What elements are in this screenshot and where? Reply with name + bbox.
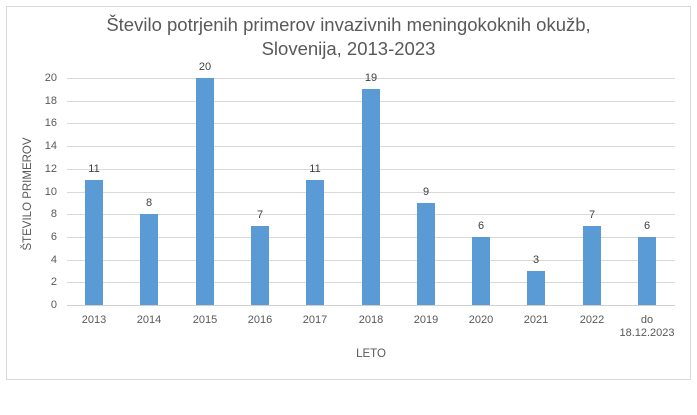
y-tick-label: 10 <box>44 186 57 198</box>
bar <box>638 237 656 305</box>
data-label: 11 <box>309 163 321 175</box>
x-tick-label: 2019 <box>391 314 461 327</box>
x-tick-label-line: 2020 <box>468 314 494 326</box>
x-tick-label-line: 2016 <box>247 314 273 326</box>
y-tick-label: 12 <box>44 163 57 175</box>
data-label: 8 <box>145 197 153 209</box>
y-tick-label: 6 <box>50 231 57 243</box>
gridline <box>67 78 675 79</box>
data-label: 7 <box>256 209 264 221</box>
x-tick-label-line: 2014 <box>136 314 162 326</box>
bar <box>527 271 545 305</box>
chart-title-line-2: Slovenija, 2013-2023 <box>261 38 436 59</box>
x-tick-label-line: 2018 <box>358 314 384 326</box>
x-tick-label: 2021 <box>501 314 571 327</box>
x-tick-label-line: 2019 <box>413 314 439 326</box>
data-label: 6 <box>643 220 651 232</box>
chart-title-line-1: Število potrjenih primerov invazivnih me… <box>106 14 591 35</box>
x-tick-label: do 18.12.2023 <box>612 314 682 340</box>
x-tick-label-line: 18.12.2023 <box>619 327 675 339</box>
y-tick-label: 0 <box>50 299 57 311</box>
y-tick-label: 18 <box>44 95 57 107</box>
data-label: 6 <box>477 220 485 232</box>
bar <box>251 226 269 305</box>
y-tick-label: 20 <box>44 72 57 84</box>
x-tick-label-line: 2017 <box>302 314 328 326</box>
x-tick-label: 2014 <box>114 314 184 327</box>
x-tick-label: 2020 <box>446 314 516 327</box>
chart-frame <box>6 6 691 380</box>
x-tick-label-line: do <box>640 314 654 326</box>
y-tick-label: 8 <box>50 208 57 220</box>
x-tick-label: 2013 <box>59 314 129 327</box>
bar <box>140 214 158 305</box>
data-label: 7 <box>588 209 596 221</box>
data-label: 19 <box>364 72 378 84</box>
x-tick-label: 2016 <box>225 314 295 327</box>
x-axis-label: LETO <box>356 348 386 360</box>
bar <box>362 89 380 305</box>
x-tick-label-line: 2015 <box>192 314 218 326</box>
x-tick-label-line: 2013 <box>81 314 107 326</box>
bar <box>583 226 601 305</box>
data-label: 9 <box>422 186 430 198</box>
x-tick-label: 2015 <box>170 314 240 327</box>
data-label: 3 <box>532 254 540 266</box>
bar <box>417 203 435 305</box>
x-tick-label: 2018 <box>336 314 406 327</box>
x-tick-label: 2017 <box>280 314 350 327</box>
chart-title: Število potrjenih primerov invazivnih me… <box>0 13 697 61</box>
bar <box>196 78 214 305</box>
bar <box>472 237 490 305</box>
bar <box>306 180 324 305</box>
y-tick-label: 14 <box>44 140 57 152</box>
y-tick-label: 2 <box>50 276 57 288</box>
data-label: 20 <box>198 61 212 73</box>
y-tick-label: 16 <box>44 117 57 129</box>
x-tick-label: 2022 <box>557 314 627 327</box>
x-tick-label-line: 2022 <box>579 314 605 326</box>
gridline <box>67 305 675 306</box>
x-tick-label-line: 2021 <box>523 314 549 326</box>
y-tick-label: 4 <box>50 254 57 266</box>
data-label: 11 <box>88 163 100 175</box>
bar <box>85 180 103 305</box>
